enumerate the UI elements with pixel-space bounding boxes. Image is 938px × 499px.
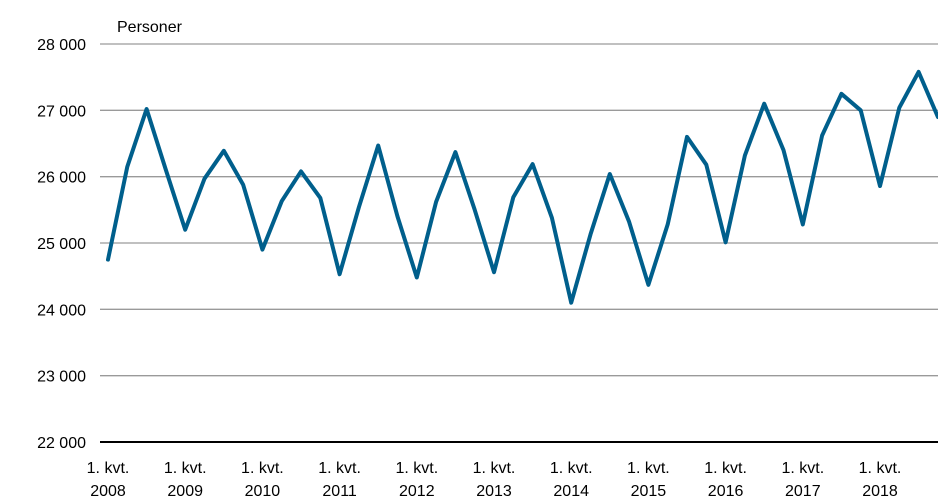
x-tick-label: 1. kvt. 2010 [241,460,284,499]
x-tick-label: 1. kvt. 2012 [395,460,438,499]
x-tick-label-line1: 1. kvt. [859,460,902,477]
x-tick-label-line1: 1. kvt. [627,460,670,477]
x-tick-label-line2: 2016 [708,483,744,499]
x-tick-label-line1: 1. kvt. [704,460,747,477]
x-tick-label: 1. kvt. 2018 [859,460,902,499]
x-tick-label-line1: 1. kvt. [87,460,130,477]
x-tick-label: 1. kvt. 2015 [627,460,670,499]
x-tick-label-line1: 1. kvt. [550,460,593,477]
x-tick-label: 1. kvt. 2013 [473,460,516,499]
y-tick-label: 22 000 [37,435,86,452]
x-tick-label-line2: 2015 [631,483,667,499]
series-line [106,69,938,305]
y-tick-label: 25 000 [37,236,86,253]
y-tick-label: 26 000 [37,170,86,187]
x-tick-label-line1: 1. kvt. [473,460,516,477]
y-tick-label: 27 000 [37,103,86,120]
y-tick-label: 23 000 [37,369,86,386]
x-tick-label: 1. kvt. 2017 [781,460,824,499]
x-tick-label: 1. kvt. 2014 [550,460,593,499]
x-tick-label-line2: 2013 [476,483,512,499]
x-tick-label-line1: 1. kvt. [318,460,361,477]
y-tick-label: 28 000 [37,37,86,54]
x-tick-label-line2: 2012 [399,483,435,499]
x-tick-label-line2: 2009 [167,483,203,499]
x-tick-label-line1: 1. kvt. [395,460,438,477]
x-tick-label-line2: 2017 [785,483,821,499]
x-tick-label: 1. kvt. 2016 [704,460,747,499]
x-tick-label: 1. kvt. 2011 [318,460,361,499]
x-tick-label: 1. kvt. 2008 [87,460,130,499]
x-tick-label-line1: 1. kvt. [781,460,824,477]
x-tick-label-line2: 2018 [862,483,898,499]
x-tick-label-line2: 2008 [90,483,126,499]
y-axis-tick-labels: 22 000 23 000 24 000 25 000 26 000 27 000 28 0… [37,37,86,452]
y-tick-label: 24 000 [37,302,86,319]
x-tick-label-line1: 1. kvt. [164,460,207,477]
gridlines [100,43,938,377]
series-group [106,69,938,305]
unit-label: Personer [117,19,183,36]
x-tick-label-line1: 1. kvt. [241,460,284,477]
x-tick-label: 1. kvt. 2009 [164,460,207,499]
x-tick-label-line2: 2014 [553,483,589,499]
x-tick-label-line2: 2011 [322,483,357,499]
x-tick-label-line2: 2010 [245,483,281,499]
